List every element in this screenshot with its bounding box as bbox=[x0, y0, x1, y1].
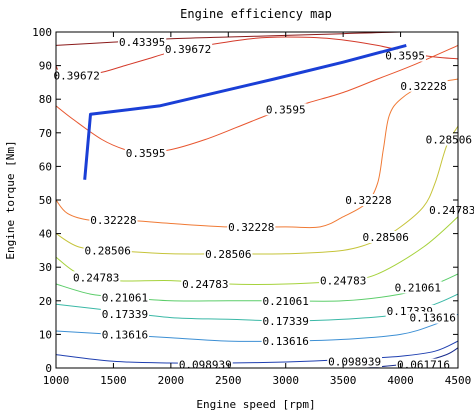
contour-label-bg bbox=[261, 335, 310, 348]
y-tick-label: 50 bbox=[39, 194, 52, 207]
contour-label: 0.098939 bbox=[179, 359, 232, 372]
y-tick-label: 70 bbox=[39, 127, 52, 140]
contour-label: 0.39672 bbox=[165, 43, 211, 56]
x-tick-label: 2500 bbox=[215, 374, 242, 387]
y-tick-label: 20 bbox=[39, 295, 52, 308]
contour-label-bg bbox=[100, 291, 150, 304]
contour-label: 0.24783 bbox=[182, 278, 228, 291]
contour-label: 0.17339 bbox=[263, 315, 309, 328]
operating-line-series bbox=[83, 43, 407, 180]
x-tick-label: 1000 bbox=[43, 374, 70, 387]
y-tick-label: 0 bbox=[45, 362, 52, 375]
contour-label-bg bbox=[181, 278, 230, 290]
contour-label: 0.43395 bbox=[119, 36, 165, 49]
contour-label: 0.32228 bbox=[400, 80, 446, 93]
contour-label: 0.3595 bbox=[385, 50, 425, 63]
y-tick-label: 90 bbox=[39, 60, 52, 73]
contour-label: 0.24783 bbox=[429, 204, 474, 217]
contour-label-bg bbox=[89, 214, 138, 227]
contour-label: 0.13616 bbox=[102, 328, 148, 341]
contour-label-bg bbox=[261, 314, 310, 327]
contour-label-bg bbox=[327, 355, 383, 368]
contour-label: 0.24783 bbox=[320, 275, 366, 288]
contour-label-bg bbox=[344, 194, 393, 206]
contour-label-bg bbox=[124, 146, 167, 159]
x-tick-label: 4500 bbox=[445, 374, 472, 387]
contour-label: 0.13616 bbox=[410, 312, 456, 325]
y-tick-label: 80 bbox=[39, 93, 52, 106]
y-tick-label: 100 bbox=[32, 26, 52, 39]
y-tick-label: 60 bbox=[39, 160, 52, 173]
contour-label: 0.28506 bbox=[426, 134, 472, 147]
contour-label-bg bbox=[204, 247, 253, 260]
contour-label: 0.21061 bbox=[395, 281, 441, 294]
contour-label-bg bbox=[227, 220, 276, 233]
contour-label: 0.39672 bbox=[53, 70, 99, 83]
contour-label: 0.28506 bbox=[205, 248, 251, 261]
contour-label: 0.28506 bbox=[362, 231, 408, 244]
operating-line bbox=[83, 43, 407, 180]
y-axis-ticks: 0 10 20 30 40 50 60 70 80 90 100 bbox=[32, 26, 458, 375]
contour-label: 0.17339 bbox=[102, 308, 148, 321]
contour-label-bg bbox=[100, 328, 150, 341]
y-tick-label: 30 bbox=[39, 261, 52, 274]
contour-label-bg bbox=[100, 308, 150, 321]
x-axis-label: Engine speed [rpm] bbox=[196, 398, 315, 411]
contour-label: 0.098939 bbox=[328, 355, 381, 368]
contour-label: 0.24783 bbox=[73, 271, 119, 284]
y-axis-label: Engine torque [Nm] bbox=[4, 140, 17, 259]
contour-label-bg bbox=[384, 49, 426, 62]
contour-label-bg bbox=[408, 311, 457, 324]
contour-label: 0.32228 bbox=[90, 214, 136, 227]
chart-title: Engine efficiency map bbox=[180, 7, 332, 21]
contour-label-bg bbox=[393, 281, 442, 294]
x-tick-label: 4000 bbox=[387, 374, 414, 387]
contour-label: 0.3595 bbox=[126, 147, 166, 160]
contour-label-bg bbox=[319, 274, 368, 287]
contour-label-bg bbox=[399, 79, 448, 92]
x-tick-label: 2000 bbox=[158, 374, 185, 387]
contour-label-bg bbox=[361, 230, 410, 243]
x-axis-ticks: 1000 1500 2000 2500 3000 3500 4000 4500 bbox=[43, 32, 472, 387]
y-tick-label: 10 bbox=[39, 328, 52, 341]
contour-label: 0.21061 bbox=[102, 291, 148, 304]
x-tick-label: 3500 bbox=[330, 374, 357, 387]
x-tick-label: 1500 bbox=[100, 374, 127, 387]
contour-label-bg bbox=[264, 103, 307, 116]
y-tick-label: 40 bbox=[39, 228, 52, 241]
contour-label-bg bbox=[83, 244, 132, 257]
contour-label-bg bbox=[261, 294, 310, 307]
contour-label-bg bbox=[52, 69, 101, 82]
contour-label-bg bbox=[72, 271, 121, 284]
contour-line-9 bbox=[56, 340, 458, 364]
contour-label-bg bbox=[163, 42, 213, 55]
contour-label-bg bbox=[424, 133, 473, 146]
contour-line-2 bbox=[56, 44, 458, 154]
contour-label: 0.21061 bbox=[263, 295, 309, 308]
contour-label: 0.13616 bbox=[263, 335, 309, 348]
contour-label: 0.28506 bbox=[85, 244, 131, 257]
contour-label-bg bbox=[428, 204, 474, 217]
x-tick-label: 3000 bbox=[272, 374, 299, 387]
contour-label: 0.32228 bbox=[345, 194, 391, 207]
contour-label: 0.061716 bbox=[397, 359, 450, 372]
contour-label-bg bbox=[118, 36, 167, 49]
contour-labels: 0.433950.396720.396720.35950.35950.35950… bbox=[52, 36, 474, 372]
contour-label: 0.3595 bbox=[266, 103, 306, 116]
contour-label: 0.32228 bbox=[228, 221, 274, 234]
